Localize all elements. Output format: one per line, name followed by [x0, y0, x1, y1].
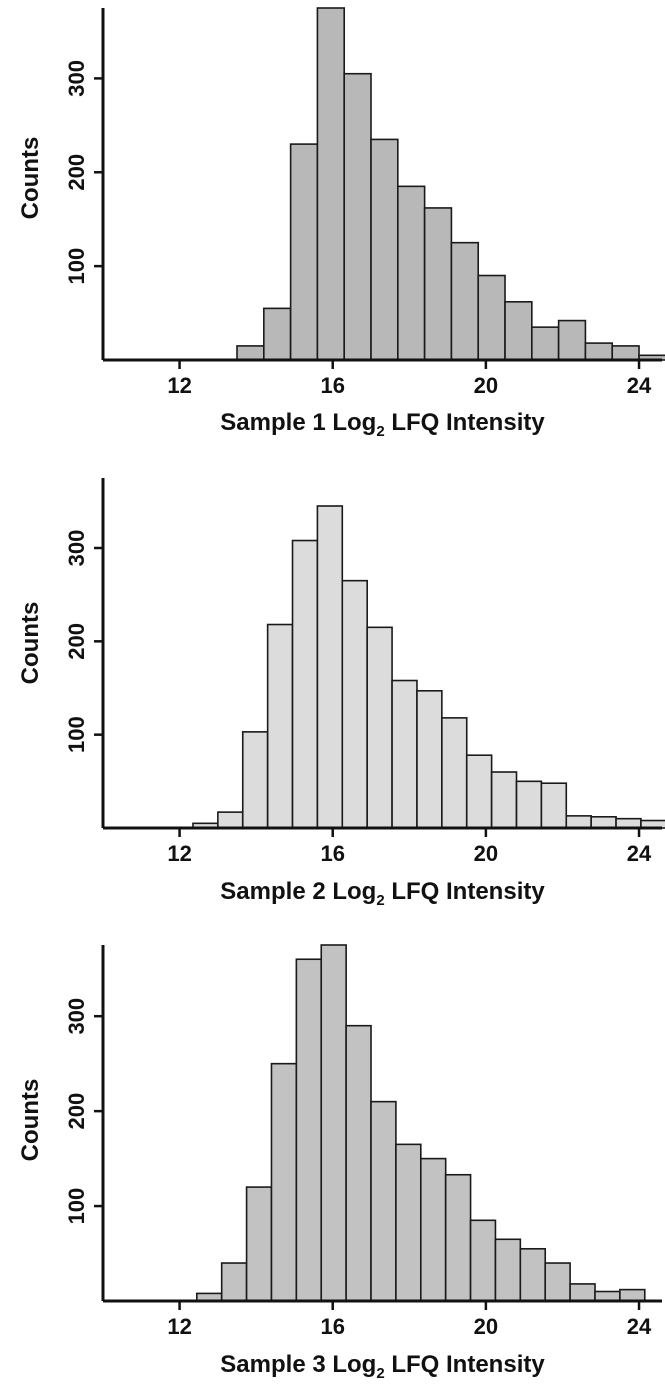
histogram-bar — [477, 274, 506, 361]
histogram-bar — [419, 1157, 447, 1302]
chart-panel-2: 12 16 20 24 100 200 300 Counts Sample 2 Log2 LFQ… — [17, 478, 665, 909]
histogram-bar — [494, 1238, 522, 1302]
histogram-bar — [450, 241, 480, 361]
histogram-bar — [366, 626, 393, 829]
x-axis-label-main: Sample 2 Log — [220, 878, 376, 905]
histogram-bar — [544, 1262, 571, 1302]
histogram-bar — [504, 300, 533, 361]
x-tick-label: 24 — [627, 1314, 652, 1339]
x-tick-label: 20 — [474, 373, 498, 398]
histogram-bar — [584, 342, 614, 361]
histogram-bar — [519, 1247, 547, 1302]
histogram-bar — [220, 1262, 248, 1302]
x-axis-label-suffix: LFQ Intensity — [385, 878, 546, 905]
x-tick-label: 24 — [627, 373, 652, 398]
x-tick-label: 16 — [320, 373, 344, 398]
x-axis-label-subscript: 2 — [376, 892, 384, 909]
y-tick-label: 100 — [64, 248, 89, 285]
x-tick-label: 20 — [474, 841, 498, 866]
y-tick-label: 100 — [64, 716, 89, 753]
x-tick-label: 12 — [167, 841, 191, 866]
histogram-bar — [444, 1173, 472, 1302]
histogram-bar — [590, 815, 617, 829]
histogram-bar — [619, 1288, 646, 1302]
histogram-bar — [266, 623, 294, 829]
histogram-bar — [370, 138, 399, 361]
y-axis-label: Counts — [17, 137, 44, 220]
histogram-bar — [263, 307, 292, 361]
histogram-bar — [295, 958, 323, 1302]
histogram-bar — [236, 345, 265, 361]
histogram-bar — [316, 505, 344, 829]
histogram-bar — [557, 319, 587, 361]
x-axis-label-main: Sample 1 Log — [220, 409, 376, 436]
histogram-bar — [469, 1219, 497, 1302]
chart-panel-1: 12 16 20 24 100 200 300 Counts Sample 1 Log2 LFQ… — [17, 7, 665, 440]
x-tick-label: 24 — [627, 841, 652, 866]
x-axis-label: Sample 3 Log2 LFQ Intensity — [220, 1351, 545, 1382]
y-tick-label: 300 — [64, 998, 89, 1035]
y-tick-label: 300 — [64, 60, 89, 97]
histogram-bar — [320, 944, 347, 1302]
histogram-bar — [217, 811, 244, 829]
histogram-bar — [391, 679, 418, 829]
chart-panel-3: 12 16 20 24 100 200 300 Counts Sample 3 Log2 LFQ… — [17, 944, 662, 1382]
histogram-bar — [370, 1100, 397, 1302]
histogram-bar — [416, 689, 443, 829]
histogram-bar — [341, 579, 368, 829]
y-tick-label: 200 — [64, 1093, 89, 1130]
histogram-bar — [270, 1062, 298, 1302]
x-tick-label: 12 — [167, 1314, 191, 1339]
y-tick-label: 200 — [64, 623, 89, 660]
y-axis-label: Counts — [17, 602, 44, 685]
y-axis-label: Counts — [17, 1079, 44, 1162]
histogram-bar — [515, 780, 543, 829]
histogram-bar — [245, 1186, 273, 1302]
x-tick-label: 20 — [474, 1314, 498, 1339]
x-axis-label-subscript: 2 — [376, 423, 384, 440]
histogram-bar — [316, 7, 346, 361]
histogram-bar — [490, 771, 518, 829]
x-axis-label: Sample 2 Log2 LFQ Intensity — [220, 878, 545, 909]
x-tick-label: 16 — [320, 1314, 344, 1339]
histogram-bar — [289, 143, 319, 361]
histogram-bar — [540, 782, 568, 829]
x-tick-label: 12 — [167, 373, 191, 398]
histogram-bar — [397, 185, 426, 361]
histogram-bar — [423, 207, 453, 361]
histogram-bar — [343, 72, 372, 361]
y-tick-label: 100 — [64, 1188, 89, 1225]
x-axis-label-suffix: LFQ Intensity — [385, 1351, 546, 1378]
histogram-bar — [441, 717, 468, 829]
x-axis-label-main: Sample 3 Log — [220, 1351, 376, 1378]
histogram-bar — [565, 815, 592, 829]
y-tick-label: 200 — [64, 154, 89, 191]
histogram-bar — [291, 539, 319, 829]
x-axis-label-suffix: LFQ Intensity — [385, 409, 546, 436]
x-axis-label-subscript: 2 — [376, 1365, 384, 1382]
histogram-bar — [569, 1283, 596, 1302]
histogram-bar — [345, 1024, 372, 1302]
y-tick-label: 300 — [64, 530, 89, 567]
histogram-bar — [465, 754, 493, 829]
histogram-bar — [395, 1143, 422, 1302]
histogram-bar — [531, 326, 560, 361]
histogram-bar — [611, 345, 640, 361]
x-tick-label: 16 — [320, 841, 344, 866]
x-axis-label: Sample 1 Log2 LFQ Intensity — [220, 409, 545, 440]
histogram-bar — [241, 731, 269, 829]
